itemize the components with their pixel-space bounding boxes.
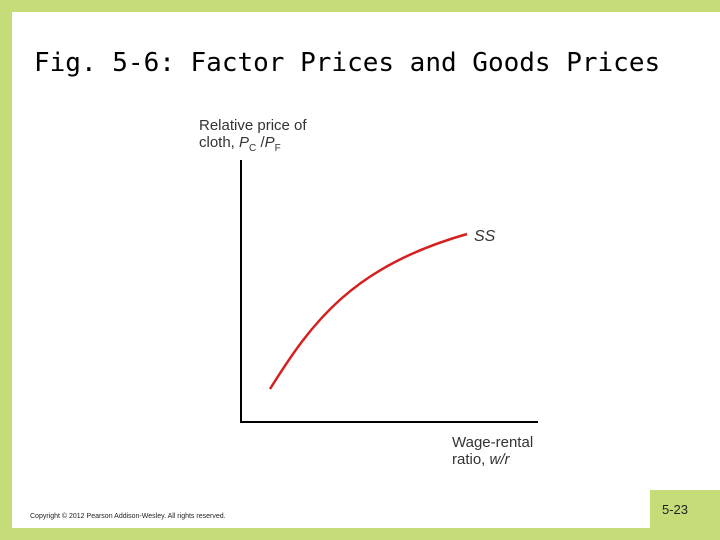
pf-subscript: F — [274, 143, 281, 154]
ss-curve-label: SS — [474, 228, 496, 245]
slide-title: Fig. 5-6: Factor Prices and Goods Prices — [34, 48, 661, 78]
x-axis-label-line1: Wage-rental — [452, 434, 534, 451]
pc-symbol: P — [239, 134, 250, 151]
pf-symbol: P — [264, 134, 275, 151]
x-axis-label: Wage-rental ratio, w/r — [452, 434, 533, 468]
y-axis-label: Relative price of cloth, PC /PF — [199, 117, 307, 157]
ss-curve — [268, 232, 468, 390]
wage-rental-symbol: w/r — [489, 451, 510, 468]
factor-price-diagram — [240, 160, 538, 423]
x-axis-label-prefix: ratio, — [452, 451, 490, 468]
pc-subscript: C — [249, 143, 257, 154]
y-axis-label-prefix: cloth, — [199, 134, 240, 151]
copyright-notice: Copyright © 2012 Pearson Addison-Wesley.… — [30, 513, 226, 520]
page-number: 5-23 — [662, 502, 689, 517]
y-axis-label-line1: Relative price of — [199, 117, 307, 134]
y-axis-label-line2: cloth, PC /PF — [199, 134, 307, 157]
x-axis-label-line2: ratio, w/r — [452, 451, 533, 468]
slide: Fig. 5-6: Factor Prices and Goods Prices… — [12, 12, 720, 528]
page-number-box — [650, 490, 720, 528]
ratio-slash: / — [256, 134, 265, 151]
